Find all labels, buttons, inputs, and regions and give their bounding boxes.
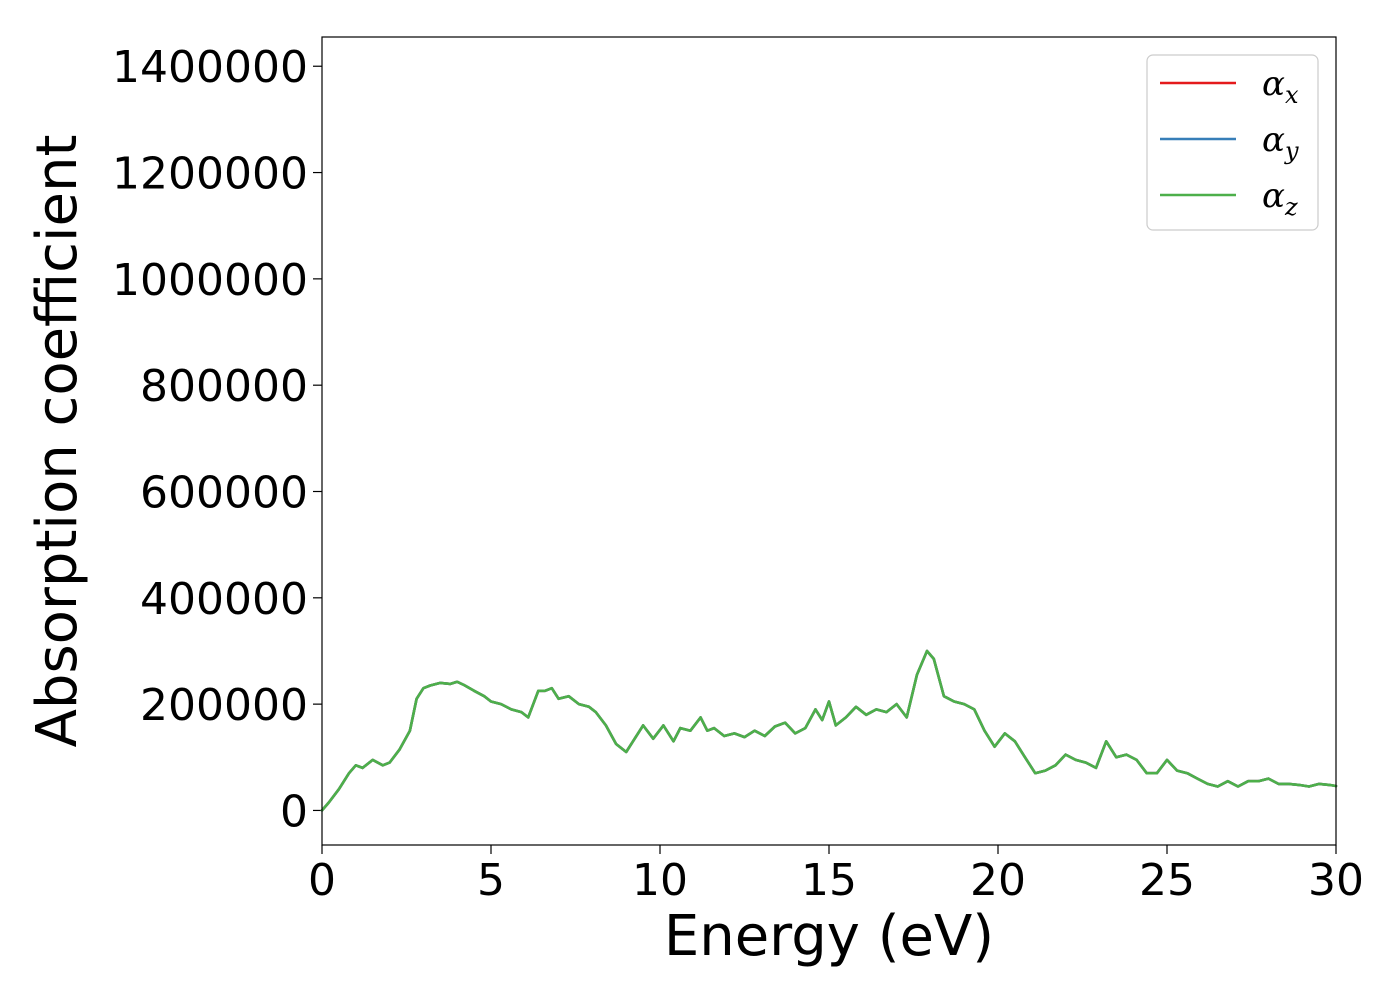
x-tick-label: 25 bbox=[1139, 855, 1195, 906]
legend-symbol: α bbox=[1262, 120, 1285, 160]
plot-frame bbox=[321, 36, 1337, 846]
y-tick-label: 200000 bbox=[140, 680, 308, 731]
y-axis-ticks: 0 200000 400000 600000 800000 1000000 1200000 1… bbox=[112, 42, 322, 837]
series-lines bbox=[320, 649, 1338, 812]
y-tick-label: 1400000 bbox=[112, 42, 308, 93]
x-tick-label: 0 bbox=[308, 855, 336, 906]
series-line-z bbox=[320, 649, 1338, 812]
y-tick-label: 0 bbox=[280, 786, 308, 837]
legend-symbol: α bbox=[1262, 176, 1285, 216]
legend-label-z: αz bbox=[1262, 176, 1298, 221]
legend-symbol: α bbox=[1262, 64, 1285, 104]
x-axis-ticks: 0 5 10 15 20 25 30 bbox=[308, 845, 1364, 906]
x-tick-label: 15 bbox=[801, 855, 857, 906]
legend-box bbox=[1146, 54, 1319, 231]
legend-subscript: z bbox=[1284, 193, 1298, 221]
legend-label-x: αx bbox=[1262, 64, 1299, 109]
x-axis-title: Energy (eV) bbox=[664, 904, 994, 969]
x-tick-label: 30 bbox=[1308, 855, 1364, 906]
x-tick-label: 20 bbox=[970, 855, 1026, 906]
legend-label-y: αy bbox=[1262, 120, 1299, 165]
y-tick-label: 400000 bbox=[140, 574, 308, 625]
y-tick-label: 1200000 bbox=[112, 149, 308, 200]
legend-subscript: x bbox=[1285, 81, 1299, 109]
x-tick-label: 10 bbox=[632, 855, 688, 906]
y-tick-label: 800000 bbox=[140, 361, 308, 412]
x-tick-label: 5 bbox=[477, 855, 505, 906]
y-tick-label: 1000000 bbox=[112, 255, 308, 306]
legend-subscript: y bbox=[1284, 137, 1299, 165]
y-tick-label: 600000 bbox=[140, 468, 308, 519]
y-axis-title: Absorption coefficient bbox=[25, 135, 90, 748]
